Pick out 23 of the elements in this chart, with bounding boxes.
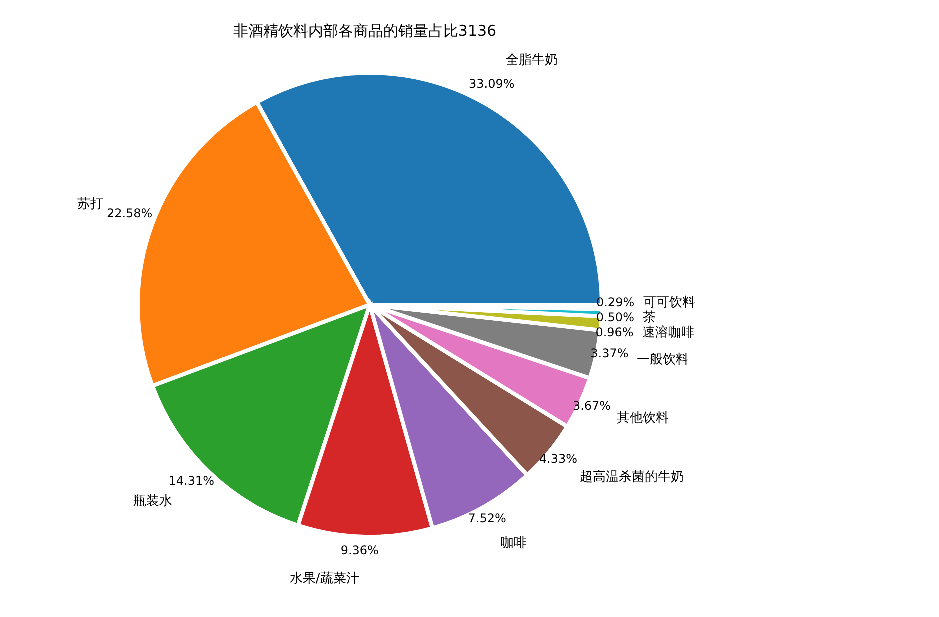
data-label: 3.67% [572,399,612,414]
slice-label: 水果/蔬菜汁 [290,571,360,586]
slice-label: 瓶装水 [133,494,172,509]
slice-label: 咖啡 [500,536,527,551]
slice-label: 速溶咖啡 [642,324,695,341]
slice-label: 其他饮料 [617,410,670,426]
data-label: 0.50% [596,310,634,324]
slice-label: 可可饮料 [643,296,696,311]
slice-label: 全脂牛奶 [506,52,558,68]
data-label: 22.58% [106,206,153,220]
data-label: 0.29% [596,295,635,310]
data-label: 33.09% [469,76,515,91]
slice-label: 苏打 [78,196,104,212]
chart-title: 非酒精饮料内部各商品的销量占比3136 [232,22,498,41]
data-label: 14.31% [168,474,215,488]
slice-label: 一般饮料 [636,352,689,368]
data-label: 7.52% [468,512,506,526]
slice-label: 超高温杀菌的牛奶 [580,468,684,485]
data-label: 0.96% [596,325,634,340]
slice-label: 茶 [643,310,656,326]
data-label: 3.37% [590,346,629,361]
data-label: 9.36% [340,544,379,558]
data-label: 4.33% [539,452,578,466]
